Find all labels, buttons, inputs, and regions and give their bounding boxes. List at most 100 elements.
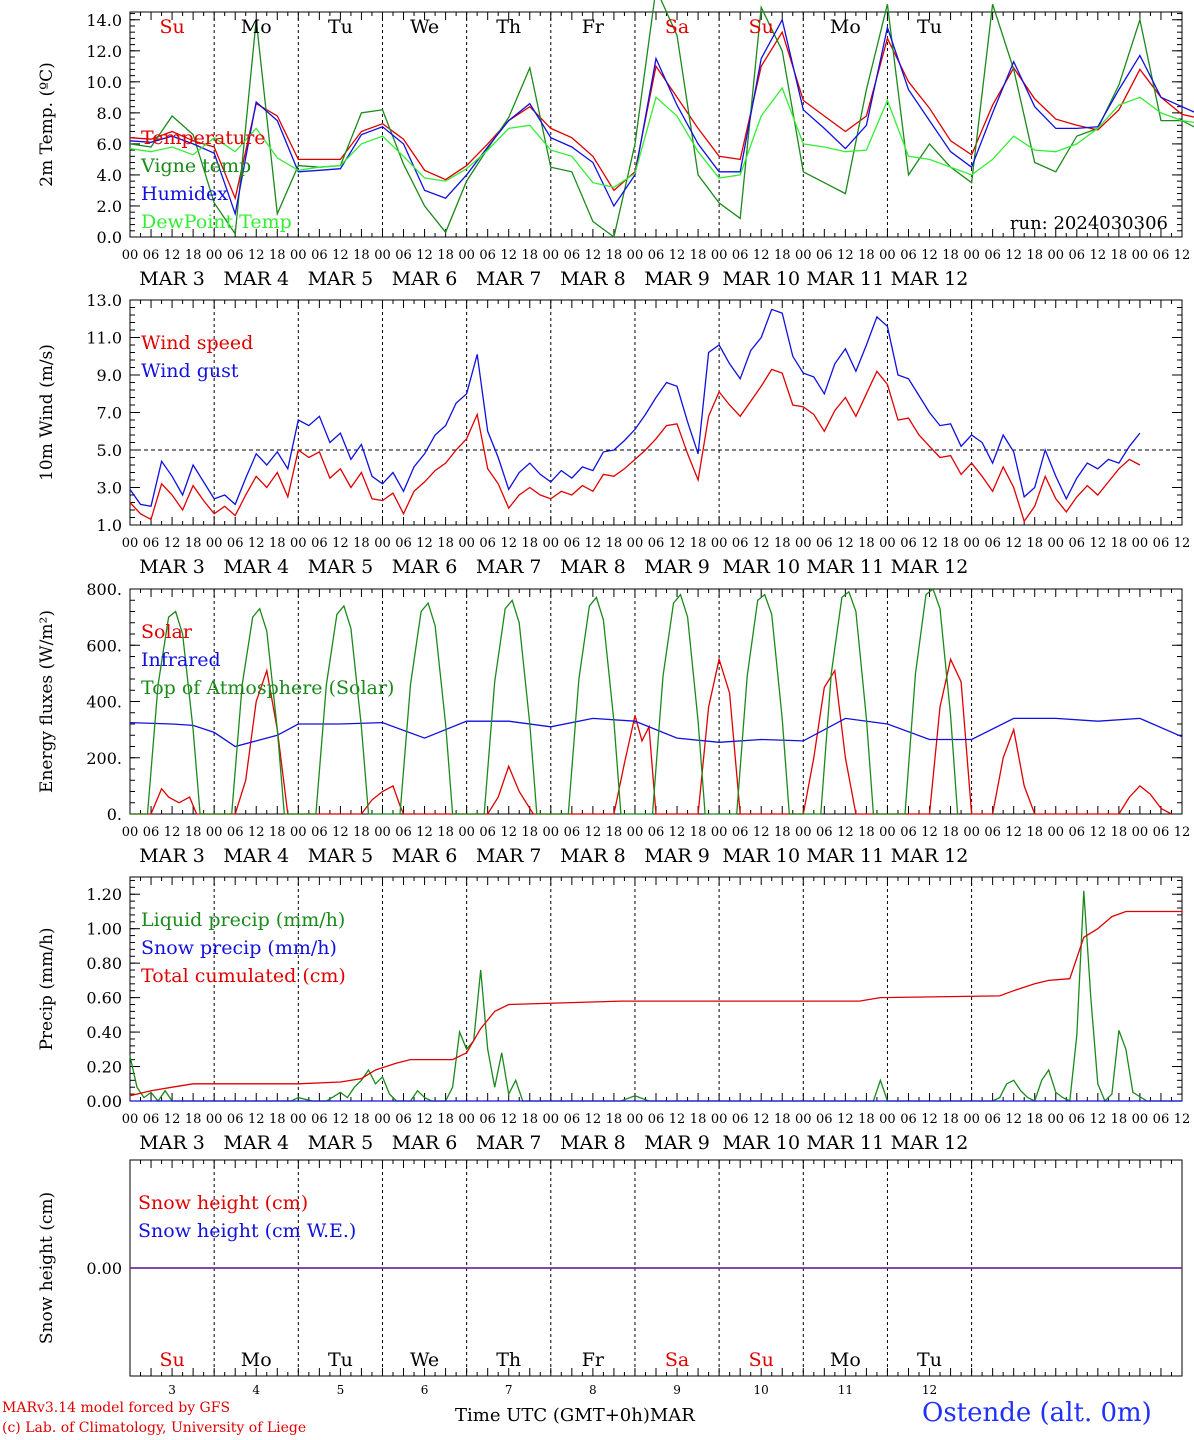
weekday-label-bottom: We — [410, 1349, 439, 1371]
y-tick-label: 4.0 — [97, 166, 122, 185]
hour-label: 18 — [690, 1112, 707, 1127]
hour-label: 00 — [206, 248, 223, 263]
date-label: MAR 4 — [223, 556, 289, 578]
date-label: MAR 8 — [560, 268, 626, 290]
series-line-red — [129, 910, 1182, 1097]
hour-label: 18 — [1111, 825, 1128, 840]
weekday-label-bottom: Mo — [830, 1349, 861, 1371]
hour-label: 06 — [479, 536, 496, 551]
weekday-label: Su — [749, 16, 774, 38]
hour-label: 12 — [585, 248, 602, 263]
hour-label: 00 — [458, 825, 475, 840]
legend-entry: Wind gust — [141, 360, 239, 382]
date-label: MAR 8 — [560, 1132, 626, 1154]
hour-label: 00 — [290, 248, 307, 263]
day-number-label: 4 — [252, 1383, 260, 1397]
hour-label: 18 — [353, 825, 370, 840]
day-number-label: 8 — [589, 1383, 597, 1397]
series-line-blue — [129, 717, 1183, 748]
hour-label: 06 — [564, 248, 581, 263]
hour-label: 18 — [521, 536, 538, 551]
hour-label: 06 — [1069, 825, 1086, 840]
date-label: MAR 10 — [722, 556, 800, 578]
hour-label: 18 — [858, 825, 875, 840]
hour-label: 18 — [690, 248, 707, 263]
y-tick-label: 0.00 — [86, 1092, 122, 1111]
hour-label: 06 — [732, 248, 749, 263]
y-tick-label: 200. — [86, 749, 122, 768]
hour-label: 12 — [669, 825, 686, 840]
hour-label: 06 — [227, 1112, 244, 1127]
hour-label: 12 — [164, 1112, 181, 1127]
model-credit: MARv3.14 model forced by GFS — [2, 1400, 231, 1416]
hour-label: 12 — [248, 248, 265, 263]
panel-frame-wind — [129, 299, 1183, 526]
hour-label: 18 — [185, 536, 202, 551]
hour-label: 12 — [332, 825, 349, 840]
hour-label: 00 — [627, 536, 644, 551]
hour-label: 18 — [1026, 825, 1043, 840]
date-label: MAR 12 — [891, 556, 969, 578]
hour-label: 06 — [143, 825, 160, 840]
y-tick-label: 0.0 — [97, 228, 122, 247]
hour-label: 00 — [711, 536, 728, 551]
hour-label: 00 — [543, 248, 560, 263]
y-tick-label: 10.0 — [86, 73, 122, 92]
y-tick-label: 0.20 — [86, 1058, 122, 1077]
date-label: MAR 4 — [223, 268, 289, 290]
hour-label: 12 — [921, 248, 938, 263]
hour-label: 12 — [1005, 1112, 1022, 1127]
hour-label: 12 — [1005, 825, 1022, 840]
day-number-label: 7 — [505, 1383, 513, 1397]
hour-label: 18 — [942, 536, 959, 551]
hour-label: 12 — [753, 825, 770, 840]
hour-label: 06 — [1069, 248, 1086, 263]
hour-label: 06 — [648, 248, 665, 263]
y-tick-label: 1.00 — [86, 920, 122, 939]
panel-frame-temp — [129, 11, 1183, 238]
hour-label: 12 — [921, 825, 938, 840]
date-label: MAR 9 — [644, 268, 710, 290]
hour-label: 06 — [732, 1112, 749, 1127]
hour-label: 12 — [164, 825, 181, 840]
hour-label: 00 — [1132, 825, 1149, 840]
y-tick-label: 1.20 — [86, 885, 122, 904]
hour-label: 12 — [332, 248, 349, 263]
hour-label: 12 — [753, 1112, 770, 1127]
y-tick-label: 800. — [86, 580, 122, 599]
hour-label: 18 — [437, 248, 454, 263]
hour-label: 18 — [437, 1112, 454, 1127]
hour-label: 00 — [1047, 536, 1064, 551]
hour-label: 06 — [816, 536, 833, 551]
date-label: MAR 9 — [644, 1132, 710, 1154]
weekday-label-bottom: Sa — [665, 1349, 689, 1371]
hour-label: 06 — [900, 825, 917, 840]
date-label: MAR 5 — [308, 556, 374, 578]
hour-label: 18 — [774, 825, 791, 840]
weekday-label: Fr — [582, 16, 605, 38]
hour-label: 12 — [164, 536, 181, 551]
weekday-label: We — [410, 16, 439, 38]
hour-label: 00 — [795, 825, 812, 840]
hour-label: 12 — [669, 1112, 686, 1127]
hour-label: 00 — [627, 825, 644, 840]
hour-label: 18 — [1111, 1112, 1128, 1127]
y-tick-label: 13.0 — [86, 291, 122, 310]
hour-label: 12 — [248, 536, 265, 551]
hour-label: 06 — [395, 248, 412, 263]
hour-label: 18 — [437, 825, 454, 840]
series-line-darkgreen — [129, 0, 1194, 239]
date-label: MAR 5 — [308, 1132, 374, 1154]
hour-label: 00 — [1047, 825, 1064, 840]
date-label: MAR 5 — [308, 845, 374, 867]
hour-label: 00 — [206, 536, 223, 551]
y-axis-label: 10m Wind (m/s) — [37, 344, 57, 481]
hour-label: 18 — [269, 536, 286, 551]
hour-label: 00 — [879, 536, 896, 551]
hour-label: 00 — [963, 825, 980, 840]
hour-label: 00 — [963, 248, 980, 263]
hour-label: 06 — [311, 248, 328, 263]
hour-label: 06 — [395, 536, 412, 551]
hour-label: 06 — [564, 1112, 581, 1127]
hour-label: 12 — [585, 1112, 602, 1127]
